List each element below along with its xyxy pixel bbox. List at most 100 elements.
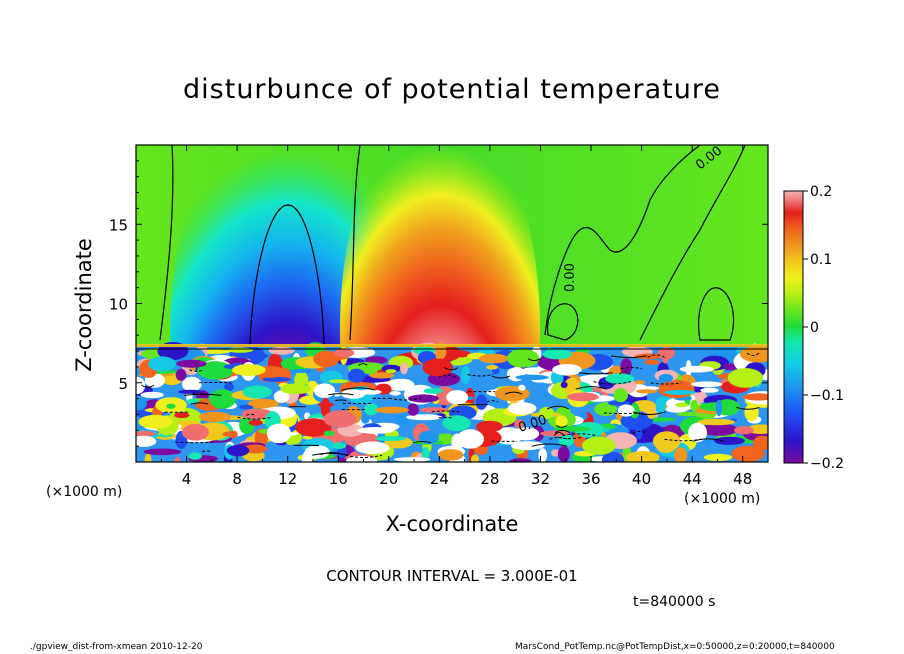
turbulence-blob — [357, 427, 395, 434]
turbulence-blob — [224, 382, 234, 392]
turbulence-blob — [242, 385, 272, 399]
turbulence-blob — [273, 390, 290, 403]
x-tick-label: 20 — [379, 470, 398, 488]
x-axis-label: X-coordinate — [385, 512, 519, 536]
turbulence-blob — [635, 386, 660, 391]
turbulence-blob — [355, 441, 390, 455]
turbulence-blob — [176, 359, 207, 368]
turbulence-blob — [518, 384, 526, 391]
turbulence-blob — [174, 456, 181, 462]
turbulence-blob — [174, 412, 190, 419]
turbulence-blob — [552, 364, 582, 376]
y-tick-label: 5 — [118, 375, 128, 393]
turbulence-blob — [613, 388, 628, 403]
turbulence-blob — [605, 373, 635, 385]
turbulence-blob — [538, 406, 555, 419]
turbulence-blob — [420, 407, 448, 413]
turbulence-blob — [248, 419, 263, 426]
turbulence-blob — [323, 430, 335, 437]
turbulence-blob — [690, 399, 699, 412]
turbulence-blob — [222, 431, 235, 437]
turbulence-blob — [346, 455, 378, 462]
turbulence-blob — [359, 389, 382, 395]
contour-line — [320, 452, 345, 456]
x-tick-label: 32 — [531, 470, 550, 488]
contour-line — [159, 145, 174, 341]
turbulence-blob — [652, 431, 681, 451]
turbulence-blob — [239, 404, 254, 410]
x-tick-label: 40 — [632, 470, 651, 488]
footer-file-info: MarsCond_PotTemp.nc@PotTempDist,x=0:5000… — [515, 642, 835, 652]
turbulence-blob — [734, 426, 754, 435]
turbulence-blob — [540, 430, 570, 437]
contour-line — [237, 416, 273, 420]
turbulence-blob — [407, 403, 419, 416]
turbulence-blob — [663, 389, 696, 395]
turbulence-blob — [470, 454, 480, 462]
turbulence-blob — [679, 365, 715, 373]
turbulence-blob — [507, 402, 537, 415]
turbulence-blob — [634, 380, 646, 385]
x-tick-label: 24 — [430, 470, 449, 488]
contour-line — [438, 374, 457, 378]
contour-line — [647, 354, 665, 358]
contour-line — [184, 393, 222, 396]
turbulence-blob — [715, 399, 723, 417]
chart-title: disturbunce of potential temperature — [183, 74, 721, 105]
contour-line — [528, 358, 541, 362]
contour-line — [562, 433, 596, 436]
contour-interval-text: CONTOUR INTERVAL = 3.000E-01 — [326, 567, 578, 585]
turbulence-blob — [181, 376, 202, 392]
y-axis-ticks: 5 10 15 — [109, 160, 768, 447]
x-tick-label: 12 — [278, 470, 297, 488]
turbulence-blob — [476, 420, 503, 433]
turbulence-blob — [486, 365, 499, 370]
turbulence-blob — [675, 402, 689, 408]
contour-line — [491, 375, 511, 379]
contour-line — [328, 393, 354, 396]
turbulence-blob — [320, 397, 331, 418]
x-unit-left: (×1000 m) — [46, 484, 123, 500]
contour-line — [556, 425, 568, 428]
contour-line — [554, 429, 571, 434]
inversion-layer — [136, 344, 768, 347]
contour-line — [246, 413, 256, 416]
contour-line — [692, 438, 724, 442]
turbulence-blob — [268, 346, 295, 355]
turbulence-blob — [232, 364, 266, 376]
x-axis-ticks: 4 8 12 16 20 24 28 32 36 40 44 48 — [160, 145, 752, 488]
turbulence-blob — [461, 366, 471, 384]
turbulence-blob — [364, 403, 379, 416]
turbulence-blob — [323, 410, 357, 428]
turbulence-blob — [188, 452, 203, 460]
turbulence-blob — [700, 387, 719, 393]
turbulence-blob — [144, 452, 152, 462]
turbulence-blob — [697, 418, 736, 426]
turbulence-blob — [727, 368, 764, 388]
turbulence-blob — [542, 349, 572, 360]
colorbar-tick-label: −0.2 — [810, 456, 844, 472]
turbulence-blob — [512, 427, 540, 441]
turbulence-blob — [136, 397, 147, 411]
contour-line — [141, 384, 155, 388]
turbulence-blob — [143, 448, 182, 456]
turbulence-blob — [688, 422, 707, 443]
contour-line — [190, 402, 209, 405]
colorbar-tick-label: 0.2 — [810, 184, 832, 200]
turbulence-blob — [703, 453, 733, 461]
turbulence-blob — [198, 411, 232, 423]
x-tick-label: 28 — [480, 470, 499, 488]
turbulence-blob — [360, 414, 370, 424]
contour-line — [650, 382, 682, 385]
turbulence-blob — [166, 403, 176, 409]
turbulence-blob — [657, 347, 676, 360]
turbulence-blob — [408, 394, 439, 403]
turbulence-blob — [241, 408, 274, 420]
turbulence-blob — [266, 423, 291, 444]
colorbar — [783, 190, 804, 464]
contour-line — [467, 374, 494, 377]
contour-line — [312, 452, 349, 456]
turbulence-blob — [400, 362, 408, 375]
turbulence-blob — [665, 405, 688, 413]
